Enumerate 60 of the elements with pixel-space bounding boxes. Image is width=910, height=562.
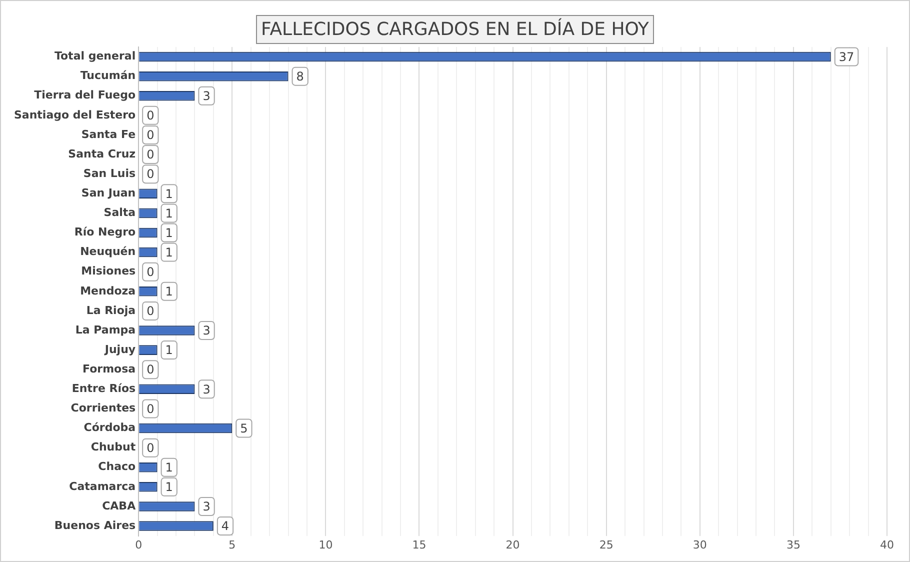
x-tick-label: 35 bbox=[786, 538, 800, 552]
data-label: 3 bbox=[202, 324, 210, 338]
data-label: 1 bbox=[165, 480, 173, 494]
data-label: 3 bbox=[202, 382, 210, 396]
y-tick-label: Santa Cruz bbox=[68, 147, 136, 160]
data-label: 0 bbox=[146, 128, 154, 142]
y-tick-label: San Luis bbox=[83, 166, 136, 180]
y-tick-label: Santiago del Estero bbox=[14, 108, 136, 122]
y-tick-label: Tierra del Fuego bbox=[34, 88, 136, 102]
x-tick-label: 10 bbox=[318, 538, 333, 552]
data-label: 5 bbox=[240, 421, 248, 436]
data-label: 0 bbox=[146, 167, 154, 182]
y-tick-label: La Rioja bbox=[86, 304, 136, 317]
y-tick-label: Corrientes bbox=[70, 402, 136, 415]
y-tick-label: Entre Ríos bbox=[72, 382, 136, 396]
y-tick-label: Río Negro bbox=[74, 226, 136, 239]
data-label: 0 bbox=[146, 148, 154, 162]
data-label: 1 bbox=[165, 284, 173, 299]
data-label: 8 bbox=[296, 69, 304, 84]
y-tick-label: Santa Fe bbox=[81, 128, 136, 141]
y-tick-label: Neuquén bbox=[80, 245, 136, 258]
y-tick-label: Tucumán bbox=[80, 69, 136, 82]
x-tick-label: 20 bbox=[506, 538, 520, 552]
y-tick-label: San Juan bbox=[81, 186, 136, 200]
x-tick-label: 30 bbox=[692, 538, 707, 552]
data-label: 3 bbox=[202, 500, 210, 514]
data-label: 1 bbox=[165, 186, 173, 201]
x-tick-label: 15 bbox=[412, 538, 426, 552]
chart-title: FALLECIDOS CARGADOS EN EL DÍA DE HOY bbox=[256, 15, 654, 44]
x-tick-label: 5 bbox=[228, 538, 236, 552]
data-label: 3 bbox=[202, 89, 210, 104]
data-label: 1 bbox=[165, 245, 173, 260]
x-tick-label: 25 bbox=[599, 538, 614, 552]
x-tick-label: 0 bbox=[135, 538, 142, 552]
data-label: 0 bbox=[146, 362, 154, 377]
data-label: 0 bbox=[146, 264, 154, 279]
y-tick-label: Chaco bbox=[98, 460, 136, 474]
data-label: 37 bbox=[838, 50, 854, 64]
y-tick-label: Chubut bbox=[90, 440, 136, 454]
y-tick-label: Catamarca bbox=[69, 480, 136, 493]
y-tick-label: Total general bbox=[54, 50, 136, 63]
y-tick-label: Córdoba bbox=[84, 421, 136, 434]
x-tick-label: 40 bbox=[880, 538, 894, 552]
y-tick-label: Mendoza bbox=[80, 284, 136, 298]
data-label: 1 bbox=[165, 206, 173, 220]
data-label: 1 bbox=[165, 226, 173, 240]
data-label: 0 bbox=[146, 440, 154, 455]
y-tick-label: Salta bbox=[104, 206, 136, 220]
data-label: 0 bbox=[146, 304, 154, 318]
data-label: 4 bbox=[221, 519, 230, 534]
data-label: 1 bbox=[165, 343, 173, 358]
y-tick-label: Buenos Aires bbox=[54, 518, 136, 532]
data-label: 0 bbox=[146, 108, 154, 123]
data-label: 0 bbox=[146, 402, 154, 416]
y-tick-label: Jujuy bbox=[104, 342, 136, 356]
y-tick-label: Misiones bbox=[81, 264, 136, 278]
y-tick-label: CABA bbox=[102, 499, 136, 512]
y-tick-label: Formosa bbox=[82, 362, 136, 376]
data-label: 1 bbox=[165, 460, 173, 474]
y-tick-label: La Pampa bbox=[75, 323, 136, 336]
